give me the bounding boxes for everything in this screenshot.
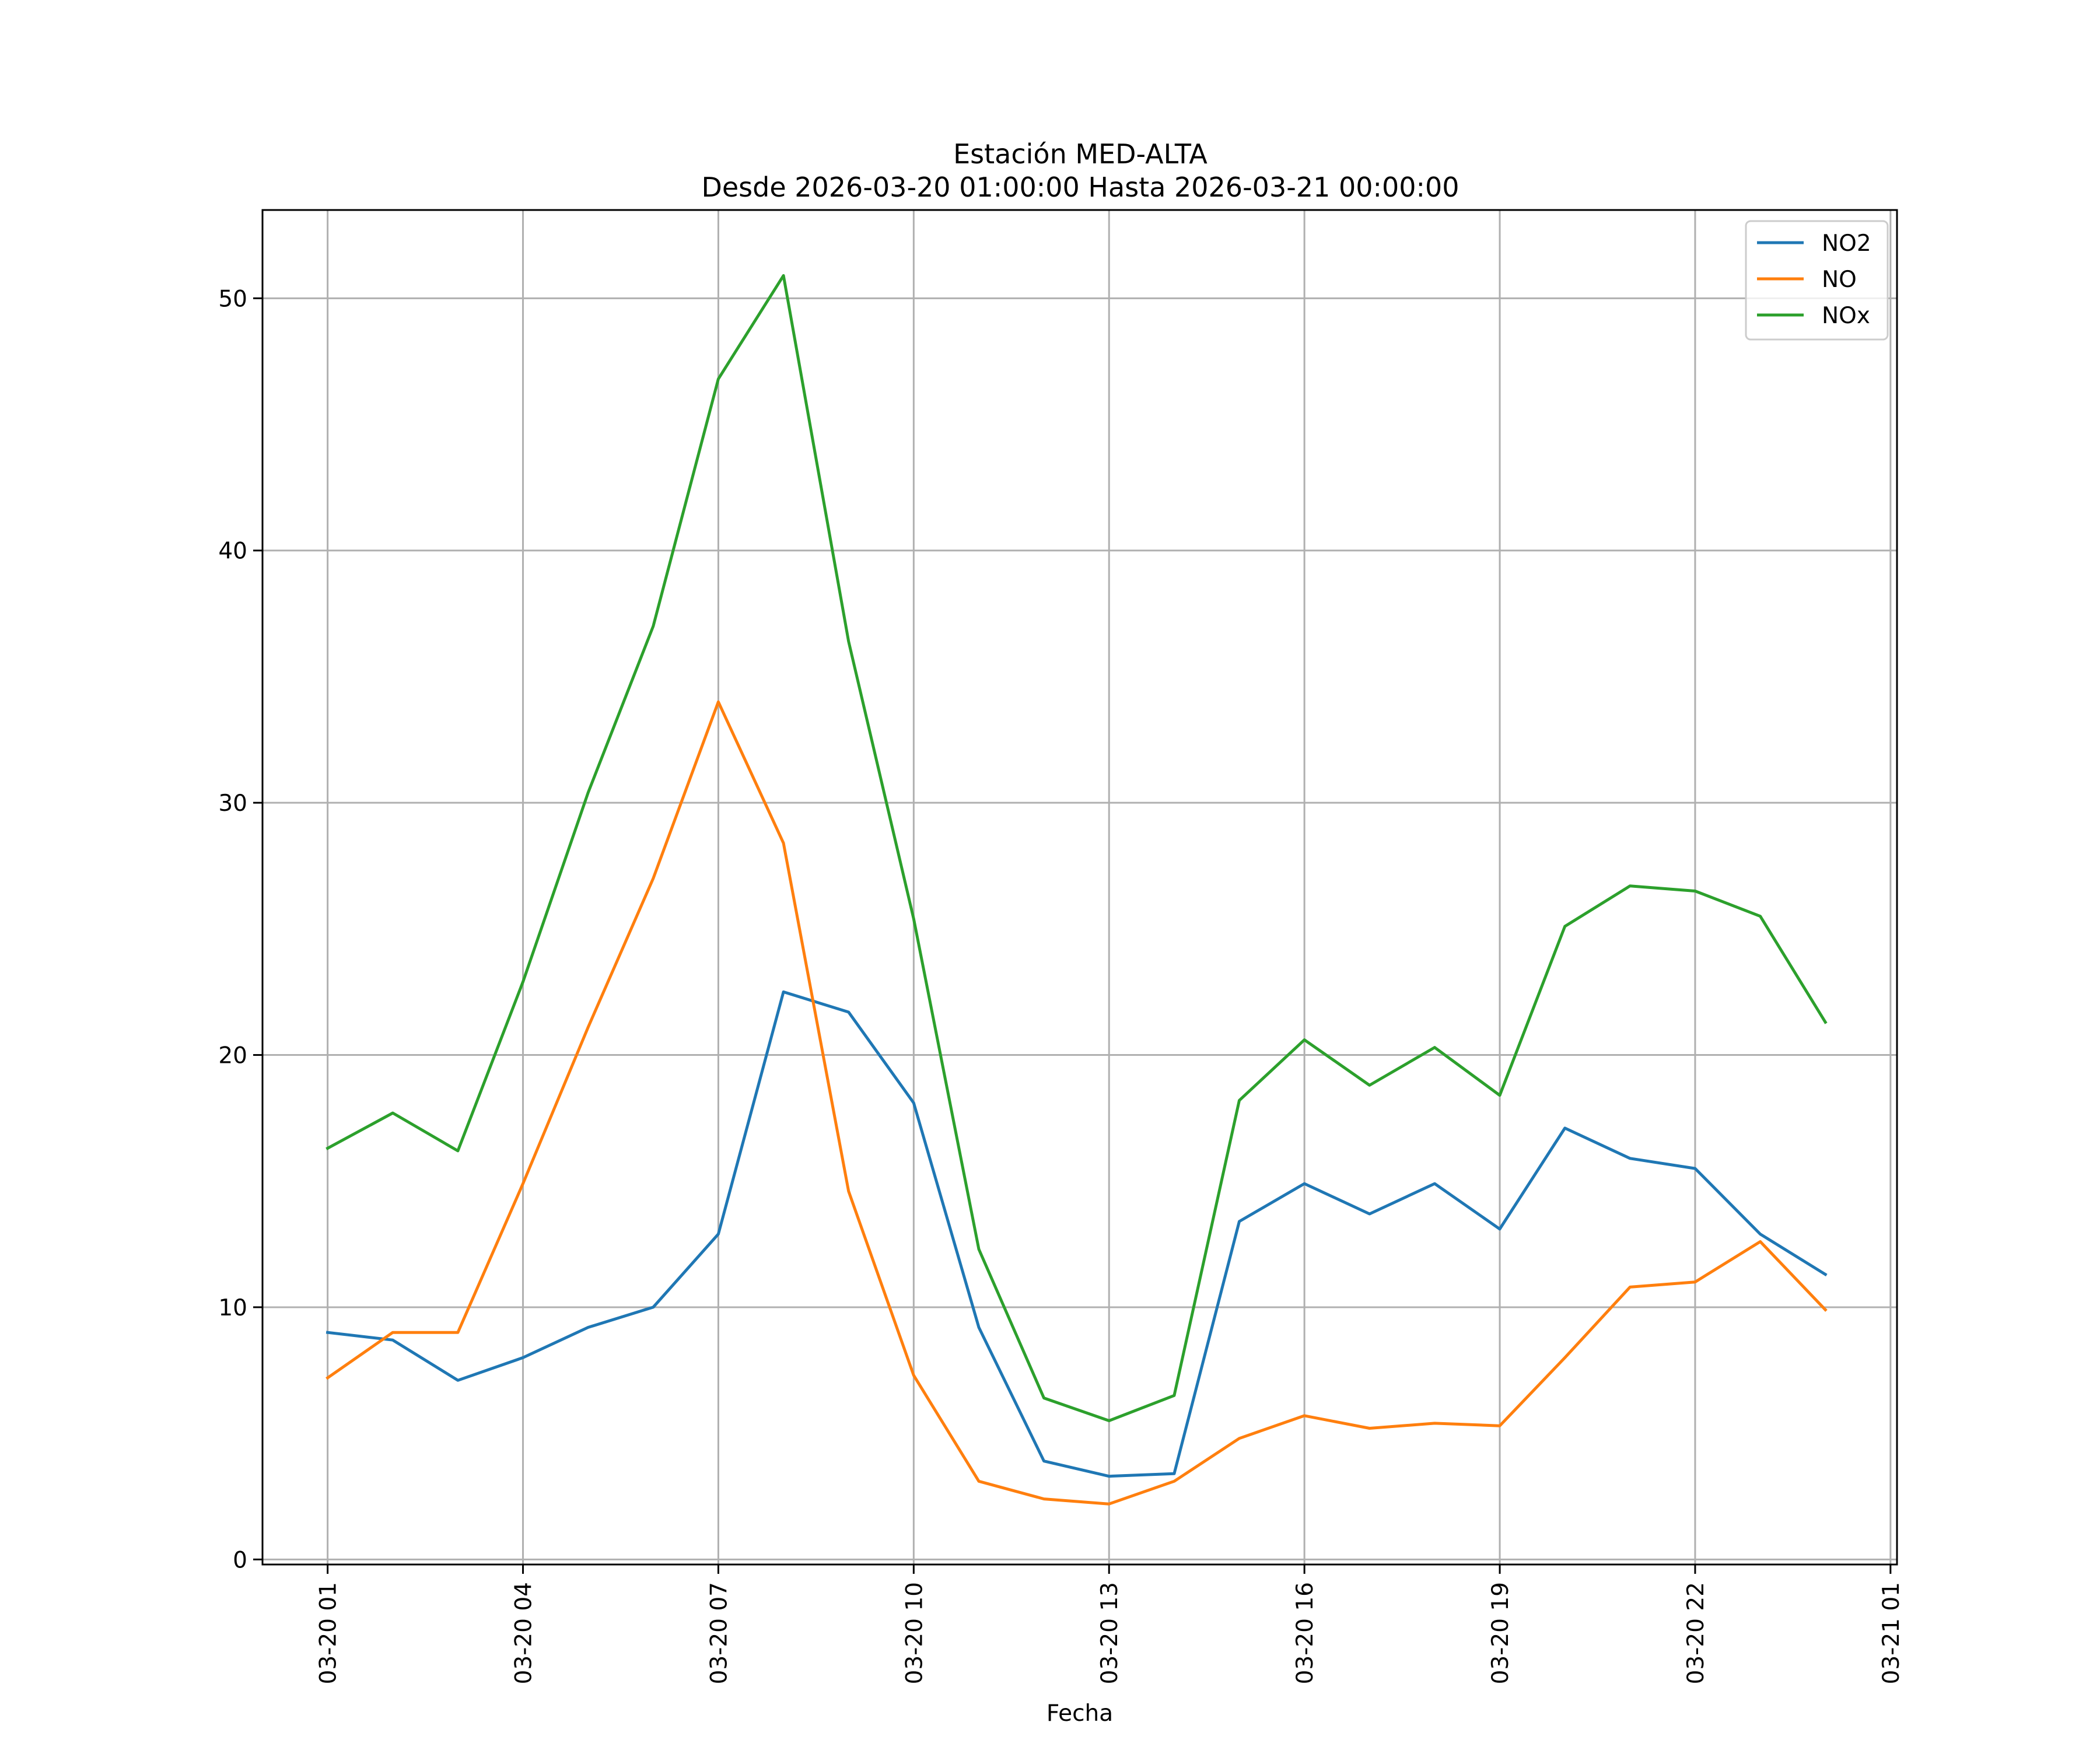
series-line-nox: [326, 274, 1828, 1422]
x-axis: 03-20 01 03-20 04 03-20 07 03-20 10 03-20 13…: [316, 1564, 1905, 1684]
x-tick-label: 03-20 07: [706, 1582, 732, 1684]
series-line-no2: [326, 990, 1828, 1478]
y-tick-label: 20: [218, 1043, 247, 1069]
series-lines: [326, 274, 1828, 1506]
x-tick-label: 03-20 10: [901, 1582, 928, 1684]
legend: NO2 NO NOx: [1745, 220, 1889, 341]
x-tick-label: 03-21 01: [1878, 1582, 1905, 1684]
grid: [262, 210, 1897, 1564]
y-tick-label: 10: [218, 1295, 247, 1321]
x-tick-label: 03-20 13: [1097, 1582, 1123, 1684]
plot-frame: [261, 209, 1898, 1566]
x-tick-label: 03-20 04: [511, 1582, 537, 1684]
legend-label-no: NO: [1822, 267, 1857, 293]
x-tick-label: 03-20 16: [1292, 1582, 1318, 1684]
legend-label-no2: NO2: [1822, 230, 1871, 257]
y-tick-label: 30: [218, 790, 247, 817]
chart-subtitle: Desde 2026-03-20 01:00:00 Hasta 2026-03-…: [701, 172, 1459, 203]
chart-title: Estación MED-ALTA: [953, 138, 1208, 170]
legend-frame: [1745, 220, 1889, 341]
x-tick-label: 03-20 01: [316, 1582, 342, 1684]
y-tick-label: 40: [218, 538, 247, 565]
x-axis-label: Fecha: [1046, 1700, 1113, 1727]
legend-label-nox: NOx: [1822, 303, 1870, 329]
y-tick-label: 50: [218, 286, 247, 312]
x-tick-label: 03-20 19: [1488, 1582, 1514, 1684]
x-tick-label: 03-20 22: [1683, 1582, 1709, 1684]
y-tick-label: 0: [233, 1547, 247, 1573]
series-line-no: [326, 700, 1828, 1506]
y-axis: 0 10 20 30 40 50: [218, 286, 262, 1573]
